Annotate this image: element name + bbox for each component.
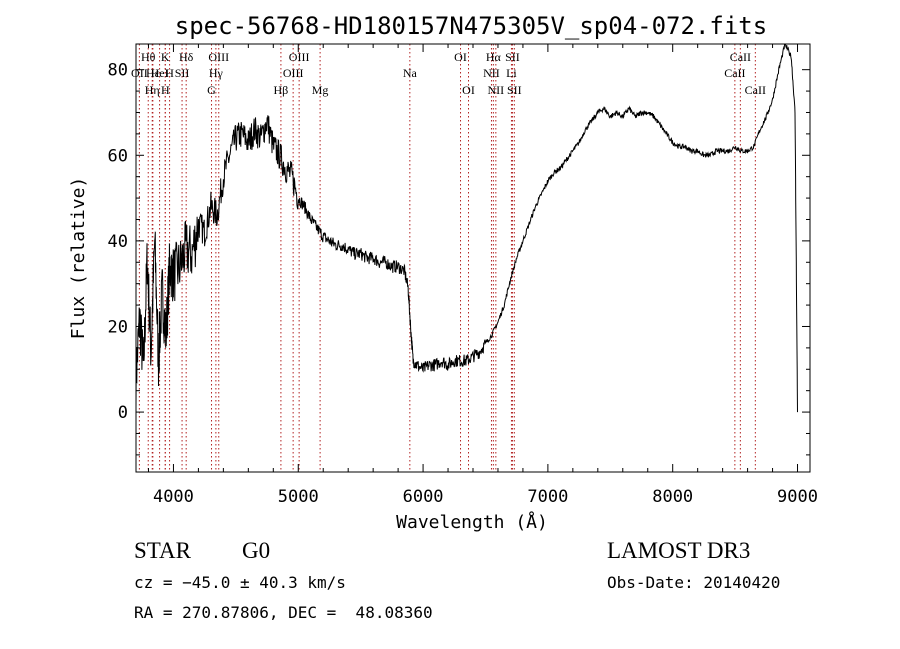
spectral-line-label: SII: [505, 50, 520, 64]
spectral-line-label: K: [161, 50, 170, 64]
x-tick-label: 6000: [403, 487, 444, 507]
redshift-velocity: cz = −45.0 ± 40.3 km/s: [134, 573, 346, 592]
spectral-line-label: Hδ: [179, 50, 194, 64]
spectral-line-label: G: [207, 83, 216, 97]
spectral-line-label: Mg: [312, 83, 329, 97]
x-tick-label: 5000: [278, 487, 319, 507]
spectral-line-label: Na: [403, 66, 418, 80]
object-class: STAR: [134, 538, 191, 563]
spectral-line-label: CaII: [730, 50, 751, 64]
x-tick-label: 4000: [153, 487, 194, 507]
coordinates: RA = 270.87806, DEC = 48.08360: [134, 603, 433, 622]
spectral-line-label: Hε: [146, 66, 160, 80]
spectral-line-label: Hη: [145, 83, 160, 97]
line-marker-layer: [138, 44, 756, 472]
x-axis-label: Wavelength (Å): [396, 511, 548, 533]
spectral-line-label: SII: [507, 83, 522, 97]
x-tick-label: 9000: [777, 487, 818, 507]
y-tick-label: 20: [108, 317, 128, 337]
object-subclass: G0: [242, 538, 271, 563]
spectral-line-label: OIII: [208, 50, 229, 64]
spectral-line-label: CaII: [745, 83, 766, 97]
spectral-line-label: OIII: [283, 66, 304, 80]
plot-frame: [135, 43, 811, 473]
spectral-line-label: H: [161, 83, 170, 97]
spectral-line-label: H: [165, 66, 174, 80]
y-tick-label: 0: [118, 403, 128, 423]
spectral-line-label: HeI: [151, 66, 169, 80]
x-tick-label: 8000: [652, 487, 693, 507]
spectral-line-label: OIII: [289, 50, 310, 64]
y-tick-label: 60: [108, 146, 128, 166]
spectral-line-label: OI: [462, 83, 475, 97]
axis-layer: 4000 5000 6000 7000 8000 9000 0 20 40 60 80: [108, 44, 818, 507]
spectrum-series-line: [135, 43, 798, 413]
survey-label: LAMOST DR3: [607, 538, 751, 563]
spectral-line-label: Li: [506, 66, 517, 80]
spectral-line-label: NII: [488, 83, 505, 97]
spectral-line-label: Hα: [486, 50, 502, 64]
observation-date: Obs-Date: 20140420: [607, 573, 781, 592]
spectral-line-label: SII: [175, 66, 190, 80]
y-tick-label: 80: [108, 61, 128, 81]
spectral-line-label: Hγ: [209, 66, 224, 80]
spectral-line-label: Hθ: [141, 50, 156, 64]
spectral-line-label: NII: [483, 66, 500, 80]
spectral-line-label: CaII: [724, 66, 745, 80]
x-tick-label: 7000: [527, 487, 568, 507]
spectral-line-label: OI: [454, 50, 467, 64]
y-tick-label: 40: [108, 232, 128, 252]
chart-title: spec-56768-HD180157N475305V_sp04-072.fit…: [175, 12, 767, 40]
y-axis-label: Flux (relative): [68, 177, 89, 340]
spectral-line-label: OII: [131, 66, 148, 80]
spectral-line-label: Hβ: [274, 83, 289, 97]
